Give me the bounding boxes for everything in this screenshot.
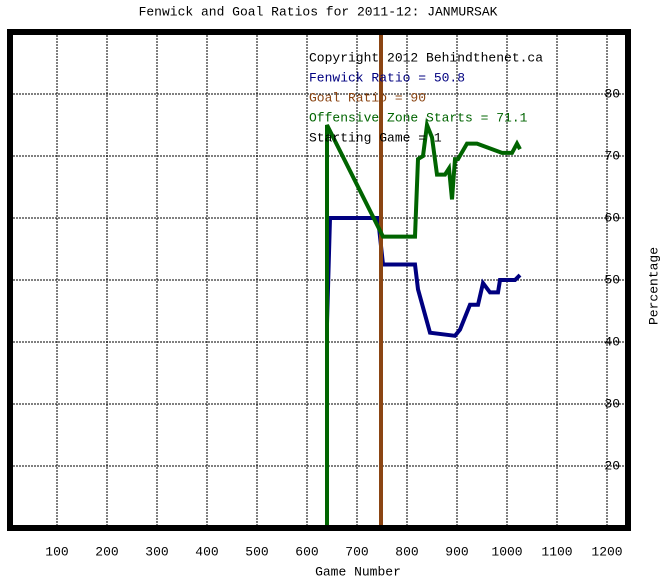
y-tick-label: 70 <box>604 148 620 163</box>
x-tick-label: 400 <box>195 544 218 559</box>
x-tick-label: 1200 <box>591 544 622 559</box>
y-tick-label: 80 <box>604 86 620 101</box>
plot-border <box>7 29 631 531</box>
x-tick-label: 200 <box>95 544 118 559</box>
y-tick-label: 20 <box>604 458 620 473</box>
x-tick-label: 500 <box>245 544 268 559</box>
annotation: Copyright 2012 Behindthenet.ca <box>309 50 543 65</box>
y-tick-label: 40 <box>604 334 620 349</box>
annotation: Fenwick Ratio = 50.8 <box>309 70 465 85</box>
annotation: Offensive Zone Starts = 71.1 <box>309 110 528 125</box>
x-tick-label: 1100 <box>541 544 572 559</box>
y-tick-label: 60 <box>604 210 620 225</box>
x-tick-label: 600 <box>295 544 318 559</box>
data-line <box>325 117 522 528</box>
x-tick-label: 300 <box>145 544 168 559</box>
y-axis-label: Percentage <box>646 247 661 325</box>
data-line <box>325 216 522 367</box>
x-tick-label: 900 <box>445 544 468 559</box>
y-tick-label: 50 <box>604 272 620 287</box>
x-tick-label: 800 <box>395 544 418 559</box>
x-axis-label: Game Number <box>315 564 401 579</box>
x-tick-label: 700 <box>345 544 368 559</box>
chart-title: Fenwick and Goal Ratios for 2011-12: JAN… <box>139 4 498 19</box>
annotation: Starting Game = 1 <box>309 130 442 145</box>
x-tick-label: 1000 <box>491 544 522 559</box>
x-tick-label: 100 <box>45 544 68 559</box>
annotation: Goal Ratio = 90 <box>309 90 426 105</box>
y-tick-label: 30 <box>604 396 620 411</box>
